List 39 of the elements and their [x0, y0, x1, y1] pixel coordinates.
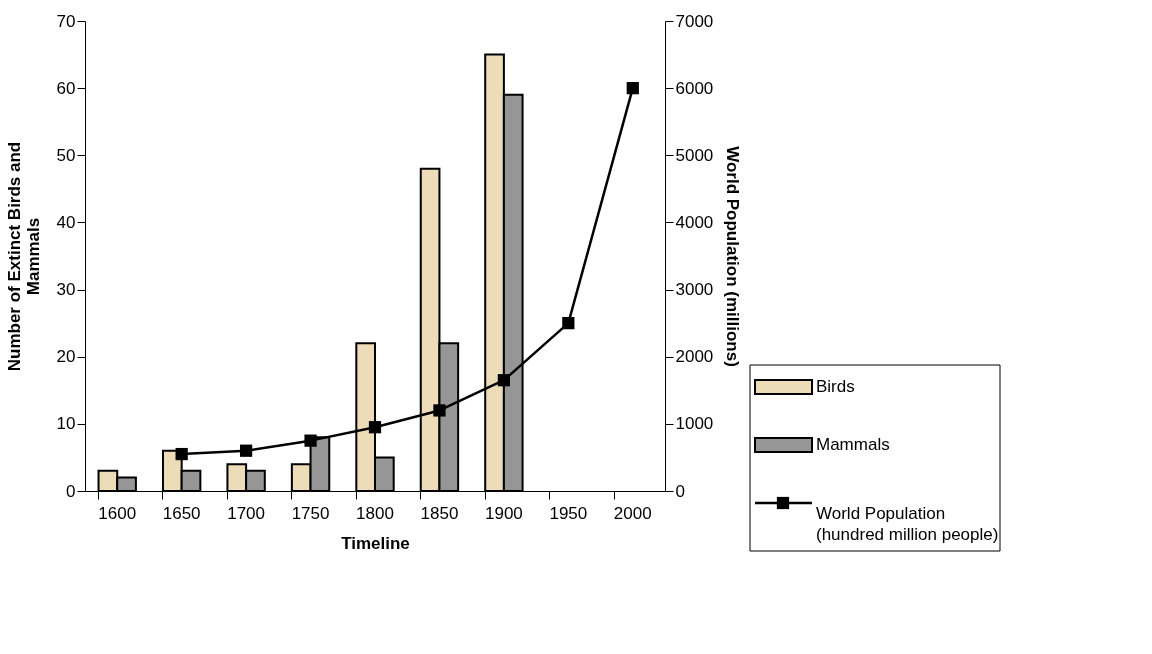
- y-tick-label: 70: [56, 11, 76, 31]
- point: [433, 404, 446, 417]
- x-tick-label: 1950: [549, 503, 588, 523]
- x-tick-label: 2000: [613, 503, 652, 523]
- y-axis-title: Number of Extinct Birds and Mammals: [4, 141, 43, 372]
- legend-label: Birds: [816, 377, 855, 396]
- x-axis-title: Timeline: [341, 533, 410, 553]
- y2-tick-label: 6000: [675, 78, 714, 98]
- point: [626, 82, 639, 95]
- x-tick-label: 1850: [420, 503, 459, 523]
- x-tick-label: 1800: [356, 503, 394, 523]
- point: [368, 421, 382, 434]
- y2-tick-label: 5000: [675, 145, 714, 165]
- y2-tick-label: 7000: [675, 11, 714, 31]
- x-tick-label: 1750: [291, 503, 330, 523]
- y2-tick-label: 0: [675, 481, 685, 501]
- x-tick-label: 1650: [162, 503, 201, 523]
- point: [304, 434, 317, 447]
- point: [497, 374, 511, 387]
- y2-tick-label: 3000: [675, 280, 714, 300]
- y-tick-label: 50: [56, 145, 76, 165]
- y-tick-label: 30: [56, 280, 76, 300]
- y-tick-label: 60: [56, 78, 76, 98]
- y-tick-label: 40: [56, 212, 76, 232]
- y2-axis-title: World Population (millions): [723, 146, 743, 367]
- legend-label: Mammals: [816, 435, 890, 454]
- y2-tick-label: 1000: [675, 414, 714, 434]
- x-tick-label: 1700: [227, 503, 266, 523]
- point: [175, 447, 188, 461]
- x-tick-label: 1900: [484, 503, 523, 523]
- point: [239, 444, 253, 457]
- point: [562, 317, 575, 330]
- y-tick-label: 0: [66, 481, 76, 501]
- y2-tick-label: 4000: [675, 212, 714, 232]
- y-tick-label: 20: [56, 347, 76, 367]
- y2-tick-label: 2000: [675, 347, 714, 367]
- x-tick-label: 1600: [98, 503, 137, 523]
- legend-label: World Population (hundred million people): [816, 503, 999, 544]
- y-tick-label: 10: [56, 414, 76, 434]
